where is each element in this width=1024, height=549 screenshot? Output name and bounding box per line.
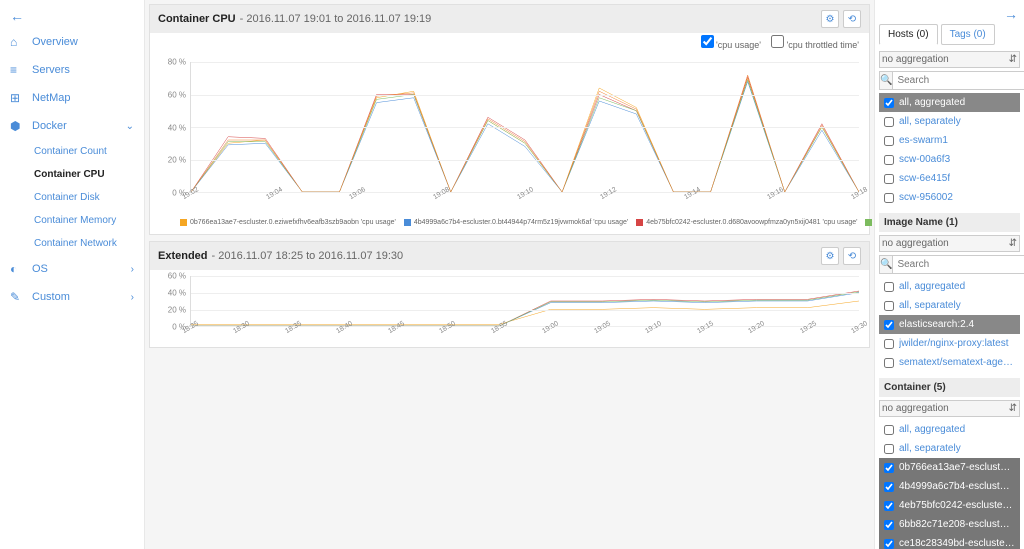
- search-input[interactable]: [893, 255, 1024, 274]
- legend-item: 4eb75bfc0242-escluster.0.d680avoowpfmza0…: [636, 219, 857, 226]
- filter-item[interactable]: all, separately: [879, 112, 1020, 131]
- chevron-icon: ›: [131, 292, 134, 303]
- tab-tags[interactable]: Tags (0): [941, 24, 995, 45]
- custom-icon: ✎: [10, 290, 26, 304]
- aggregation-select[interactable]: no aggregation⇵: [879, 235, 1020, 252]
- filter-item[interactable]: 4eb75bfc0242-escluster.0....: [879, 496, 1020, 515]
- servers-icon: ≡: [10, 63, 26, 77]
- chevron-icon: ⌄: [126, 121, 134, 132]
- nav-subitem-container-cpu[interactable]: Container CPU: [30, 163, 144, 186]
- settings-icon[interactable]: ⚙: [821, 10, 839, 28]
- nav-label: Servers: [32, 64, 70, 76]
- filter-item[interactable]: 4b4999a6c7b4-escluster.0...: [879, 477, 1020, 496]
- nav-label: NetMap: [32, 92, 71, 104]
- nav-label: Custom: [32, 291, 70, 303]
- nav-item-servers[interactable]: ≡ Servers: [0, 56, 144, 84]
- filter-item[interactable]: ce18c28349bd-escluster.0...: [879, 534, 1020, 549]
- filter-item[interactable]: all, aggregated: [879, 93, 1020, 112]
- nav-subitem-container-count[interactable]: Container Count: [30, 140, 144, 163]
- y-label: 40 %: [168, 289, 186, 298]
- os-icon: ◐: [10, 262, 26, 276]
- nav-subitem-container-memory[interactable]: Container Memory: [30, 209, 144, 232]
- chart-extended: 0 %20 %40 %60 % 18:2518:3018:3518:4018:4…: [160, 276, 859, 341]
- panel-extended: Extended - 2016.11.07 18:25 to 2016.11.0…: [149, 241, 870, 348]
- nav-item-custom[interactable]: ✎ Custom ›: [0, 283, 144, 311]
- main-content: Container CPU - 2016.11.07 19:01 to 2016…: [145, 0, 874, 549]
- sidebar-left: ← ⌂ Overview ≡ Servers ⊞ NetMap ⬢ Docker ⌄ Contai…: [0, 0, 145, 549]
- nav-subitem-container-network[interactable]: Container Network: [30, 232, 144, 255]
- filter-item[interactable]: elasticsearch:2.4: [879, 315, 1020, 334]
- filter-item[interactable]: all, aggregated: [879, 277, 1020, 296]
- chevron-icon: ›: [131, 264, 134, 275]
- nav-label: Docker: [32, 120, 67, 132]
- aggregation-select[interactable]: no aggregation⇵: [879, 400, 1020, 417]
- refresh-icon[interactable]: ⟲: [843, 10, 861, 28]
- y-label: 20 %: [168, 156, 186, 165]
- legend-top: 'cpu usage' 'cpu throttled time': [150, 33, 869, 56]
- back-button[interactable]: ←: [0, 4, 144, 28]
- nav-label: OS: [32, 263, 48, 275]
- panel-container-cpu: Container CPU - 2016.11.07 19:01 to 2016…: [149, 4, 870, 235]
- nav-item-docker[interactable]: ⬢ Docker ⌄: [0, 112, 144, 140]
- legend-item: 6bb82c71e208-escluster.0.08sihvionh3kugs…: [865, 219, 874, 226]
- expand-button[interactable]: →: [879, 4, 1020, 24]
- y-label: 20 %: [168, 306, 186, 315]
- docker-icon: ⬢: [10, 119, 26, 133]
- sidebar-right: → Hosts (0)Tags (0) no aggregation⇵ 🔍 all,…: [874, 0, 1024, 549]
- nav-item-overview[interactable]: ⌂ Overview: [0, 28, 144, 56]
- section-header: Container (5): [879, 378, 1020, 397]
- y-label: 80 %: [168, 58, 186, 67]
- panel-title: Container CPU: [158, 13, 236, 25]
- chart-cpu: 0 %20 %40 %60 %80 % 19:0219:0419:0619:08…: [160, 62, 859, 207]
- nav-subitem-container-disk[interactable]: Container Disk: [30, 186, 144, 209]
- legend-bottom: 0b766ea13ae7-escluster.0.eziwefxfhv6eafb…: [150, 213, 869, 234]
- search-icon[interactable]: 🔍: [879, 255, 893, 274]
- panel-header: Container CPU - 2016.11.07 19:01 to 2016…: [150, 5, 869, 33]
- filter-item[interactable]: scw-956002: [879, 188, 1020, 207]
- filter-item[interactable]: all, separately: [879, 296, 1020, 315]
- filter-item[interactable]: sematext/sematext-agent-...: [879, 353, 1020, 372]
- panel-subtitle: - 2016.11.07 19:01 to 2016.11.07 19:19: [240, 13, 432, 25]
- legend-toggle[interactable]: 'cpu throttled time': [771, 40, 859, 50]
- filter-item[interactable]: scw-00a6f3: [879, 150, 1020, 169]
- filter-item[interactable]: jwilder/nginx-proxy:latest: [879, 334, 1020, 353]
- legend-item: 4b4999a6c7b4-escluster.0.bt44944p74rm5z1…: [404, 219, 628, 226]
- tab-hosts[interactable]: Hosts (0): [879, 24, 938, 45]
- panel-title: Extended: [158, 250, 208, 262]
- filter-item[interactable]: 0b766ea13ae7-escluster.0....: [879, 458, 1020, 477]
- tabs: Hosts (0)Tags (0): [879, 24, 1020, 45]
- y-label: 60 %: [168, 272, 186, 281]
- filter-item[interactable]: scw-6e415f: [879, 169, 1020, 188]
- overview-icon: ⌂: [10, 35, 26, 49]
- filter-item[interactable]: 6bb82c71e208-escluster.0....: [879, 515, 1020, 534]
- filter-item[interactable]: all, separately: [879, 439, 1020, 458]
- legend-item: 0b766ea13ae7-escluster.0.eziwefxfhv6eafb…: [180, 219, 396, 226]
- nav-label: Overview: [32, 36, 78, 48]
- filter-item[interactable]: es-swarm1: [879, 131, 1020, 150]
- nav-item-os[interactable]: ◐ OS ›: [0, 255, 144, 283]
- panel-header: Extended - 2016.11.07 18:25 to 2016.11.0…: [150, 242, 869, 270]
- search-icon[interactable]: 🔍: [879, 71, 893, 90]
- y-label: 40 %: [168, 123, 186, 132]
- settings-icon[interactable]: ⚙: [821, 247, 839, 265]
- refresh-icon[interactable]: ⟲: [843, 247, 861, 265]
- section-header: Image Name (1): [879, 213, 1020, 232]
- netmap-icon: ⊞: [10, 91, 26, 105]
- legend-toggle[interactable]: 'cpu usage': [701, 40, 761, 50]
- search-input[interactable]: [893, 71, 1024, 90]
- aggregation-select[interactable]: no aggregation⇵: [879, 51, 1020, 68]
- panel-subtitle: - 2016.11.07 18:25 to 2016.11.07 19:30: [212, 250, 404, 262]
- filter-item[interactable]: all, aggregated: [879, 420, 1020, 439]
- y-label: 60 %: [168, 90, 186, 99]
- nav-item-netmap[interactable]: ⊞ NetMap: [0, 84, 144, 112]
